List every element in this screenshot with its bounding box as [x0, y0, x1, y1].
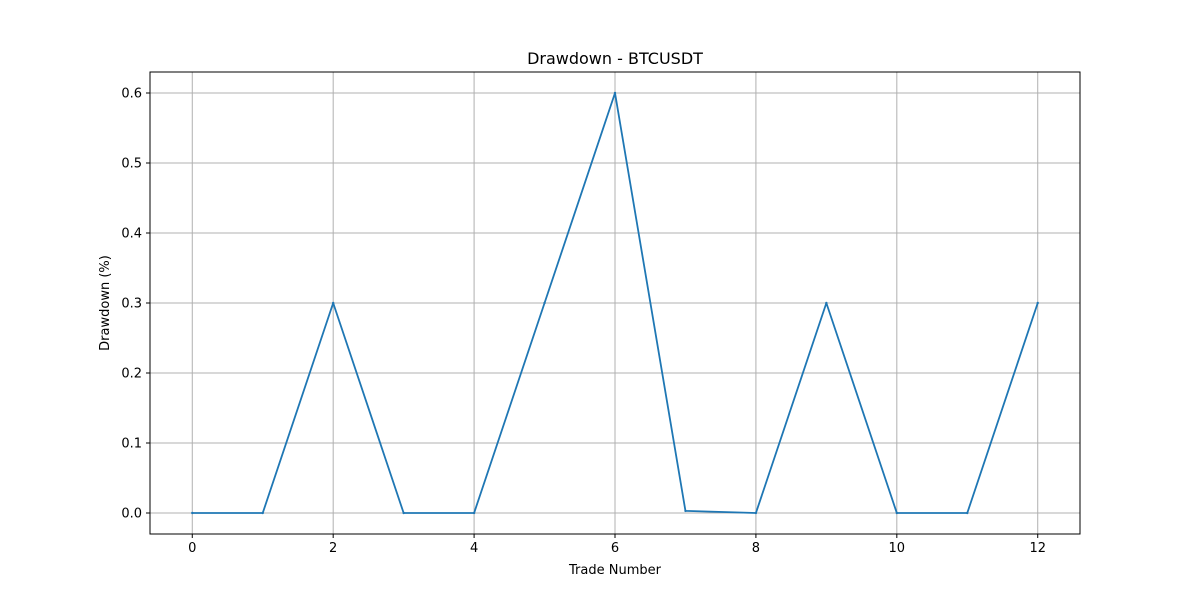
y-tick-label: 0.5: [121, 157, 142, 172]
tick-layer: 0 2 4 6 8 10 12 0.0 0.1 0.2 0.3 0.4 0.5 0.6: [121, 87, 1046, 557]
data-point: [331, 301, 335, 305]
x-tick-label: 6: [611, 541, 619, 556]
data-point: [825, 301, 828, 305]
data-point: [543, 301, 546, 305]
y-tick-label: 0.6: [121, 87, 142, 102]
data-point: [966, 511, 969, 515]
data-point: [472, 511, 476, 515]
x-axis-label: Trade Number: [568, 563, 662, 578]
chart-title: Drawdown - BTCUSDT: [527, 49, 703, 68]
data-point: [402, 511, 405, 515]
y-tick-label: 0.1: [121, 437, 142, 452]
y-tick-label: 0.2: [121, 367, 142, 382]
data-point: [895, 511, 899, 515]
x-tick-label: 12: [1029, 541, 1046, 556]
y-axis-label: Drawdown (%): [98, 255, 113, 351]
x-tick-label: 2: [329, 541, 337, 556]
x-tick-label: 10: [889, 541, 906, 556]
x-tick-label: 8: [752, 541, 760, 556]
y-tick-label: 0.4: [121, 227, 142, 242]
data-point: [1036, 301, 1039, 305]
series-layer: [191, 91, 1039, 515]
data-point: [684, 509, 687, 513]
y-tick-label: 0.0: [121, 507, 142, 522]
data-point: [191, 511, 194, 515]
data-point: [754, 511, 758, 515]
x-tick-label: 4: [470, 541, 478, 556]
x-tick-label: 0: [188, 541, 196, 556]
data-point: [261, 511, 264, 515]
data-point: [613, 91, 617, 95]
y-tick-label: 0.3: [121, 297, 142, 312]
